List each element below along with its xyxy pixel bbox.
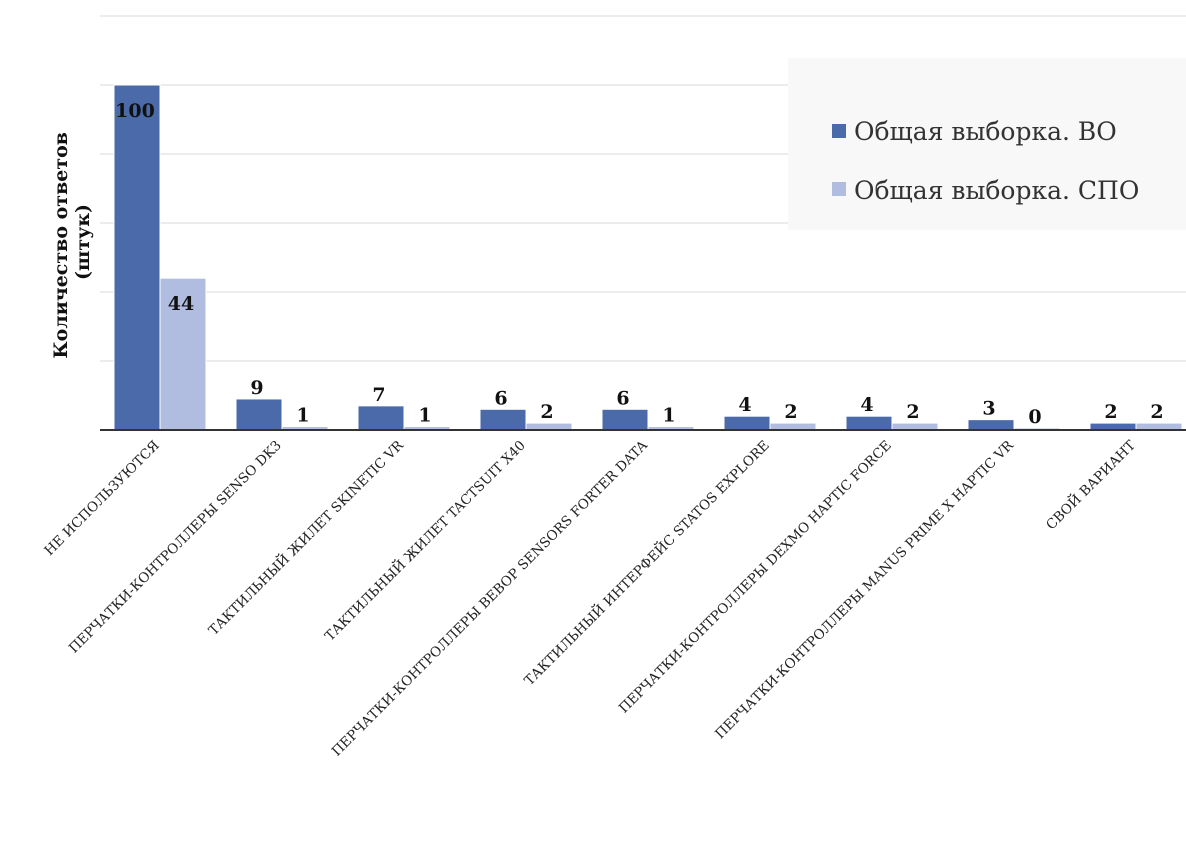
data-label: 1	[296, 405, 309, 427]
data-label: 1	[418, 405, 431, 427]
bar-vo	[723, 415, 771, 431]
bar-vo	[235, 398, 283, 431]
legend-background	[788, 58, 1186, 230]
data-label: 6	[494, 387, 507, 409]
y-axis-label: Количество ответов (штук)	[50, 125, 94, 358]
data-label: 2	[906, 401, 919, 423]
bar-vo	[357, 405, 405, 431]
legend: Общая выборка. ВО Общая выборка. СПО	[788, 58, 1186, 230]
category-label: ПЕРЧАТКИ-КОНТРОЛЛЕРЫ DEXMO HAPTIC FORCE	[616, 438, 895, 717]
bar-vo	[845, 415, 893, 431]
category-label: ПЕРЧАТКИ-КОНТРОЛЛЕРЫ MANUS PRIME X HAPTI…	[712, 437, 1017, 742]
data-label: 2	[540, 401, 553, 423]
data-label: 4	[738, 394, 751, 416]
data-label: 6	[616, 387, 629, 409]
legend-label-vo: Общая выборка. ВО	[854, 117, 1117, 146]
bar-spo	[1135, 422, 1183, 431]
legend-label-spo: Общая выборка. СПО	[854, 176, 1139, 205]
data-label: 7	[372, 384, 385, 406]
data-label: 9	[250, 377, 263, 399]
bar-spo	[525, 422, 573, 431]
data-label: 2	[784, 401, 797, 423]
data-label: 0	[1028, 406, 1041, 428]
bar-spo	[769, 422, 817, 431]
bar-vo	[479, 408, 527, 431]
legend-swatch-spo	[832, 182, 846, 196]
bar-vo	[113, 84, 161, 431]
bars	[113, 84, 1183, 431]
category-label: ТАКТИЛЬНЫЙ ИНТЕРФЕЙС STATOS EXPLORE	[521, 437, 773, 689]
gridlines	[100, 15, 1186, 362]
data-label: 1	[662, 405, 675, 427]
legend-swatch-vo	[832, 124, 846, 138]
data-label: 3	[982, 398, 995, 420]
data-label: 4	[860, 394, 873, 416]
category-label: НЕ ИСПОЛЬЗУЮТСЯ	[41, 437, 163, 559]
bar-spo	[891, 422, 939, 431]
data-label: 100	[115, 100, 155, 122]
bar-vo	[1089, 422, 1137, 431]
data-label: 2	[1104, 401, 1117, 423]
data-labels: 100 44 9 1 7 1 6 2 6 1 4 2 4 2 3 0 2 2	[115, 100, 1163, 428]
data-label: 44	[168, 293, 194, 315]
category-label: СВОЙ ВАРИАНТ	[1042, 437, 1138, 533]
y-axis-label-line-1: Количество ответов	[50, 132, 72, 359]
bar-vo	[967, 419, 1015, 431]
category-label: ПЕРЧАТКИ-КОНТРОЛЛЕРЫ SENSO DK3	[66, 438, 285, 657]
bar-vo	[601, 408, 649, 431]
y-axis-label-line-2: (штук)	[72, 204, 94, 280]
data-label: 2	[1150, 401, 1163, 423]
category-label: ТАКТИЛЬНЫЙ ЖИЛЕТ TACTSUIT X40	[321, 437, 529, 645]
category-label: ТАКТИЛЬНЫЙ ЖИЛЕТ SKINETIC VR	[205, 436, 407, 638]
